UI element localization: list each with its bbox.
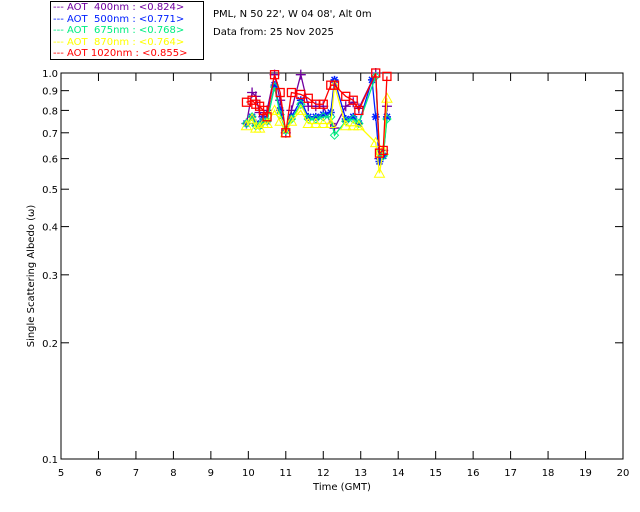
data-point — [285, 115, 298, 126]
y-tick-label: 0.1 — [42, 455, 58, 466]
x-tick-label: 9 — [208, 468, 214, 479]
y-tick-label: 0.5 — [42, 185, 58, 196]
x-tick-label: 6 — [95, 468, 101, 479]
legend-entry: --- AOT 500nm : <0.771> — [53, 13, 185, 25]
data-point — [373, 167, 386, 178]
data-point — [329, 80, 340, 90]
location-text: PML, N 50 22', W 04 08', Alt 0m — [213, 9, 372, 20]
data-point — [339, 119, 352, 131]
data-point — [268, 104, 281, 115]
y-tick-label: 0.7 — [42, 129, 58, 140]
y-tick-label: 0.2 — [42, 339, 58, 350]
data-point — [281, 128, 291, 138]
chart-info: PML, N 50 22', W 04 08', Alt 0m Data fro… — [213, 6, 372, 42]
data-point — [382, 112, 391, 121]
data-point — [347, 119, 360, 131]
x-tick-label: 7 — [133, 468, 139, 479]
y-axis-label: Single Scattering Albedo (ω) — [26, 205, 37, 348]
legend-entry: --- AOT 675nm : <0.768> — [53, 25, 185, 37]
data-point — [262, 112, 272, 122]
series-line — [246, 72, 388, 155]
data-point — [324, 117, 337, 128]
data-point — [240, 119, 253, 131]
data-point — [371, 68, 381, 78]
data-point — [269, 82, 280, 92]
data-point — [353, 119, 365, 131]
data-point — [269, 70, 280, 80]
y-tick-label: 0.6 — [42, 155, 58, 166]
data-point — [296, 99, 306, 109]
date-text: Data from: 25 Nov 2025 — [213, 27, 334, 38]
data-point — [309, 117, 322, 128]
x-tick-label: 19 — [579, 468, 592, 479]
x-tick-label: 8 — [170, 468, 176, 479]
legend-entry: --- AOT 870nm : <0.764> — [53, 36, 185, 48]
data-point — [378, 145, 388, 156]
x-tick-label: 17 — [504, 468, 517, 479]
data-point — [369, 136, 382, 148]
data-point — [295, 69, 306, 80]
data-point — [319, 110, 328, 119]
legend-entry: --- AOT 1020nm : <0.855> — [53, 48, 188, 60]
x-tick-label: 14 — [392, 468, 405, 479]
data-point — [318, 112, 328, 122]
data-point — [247, 112, 257, 122]
data-point — [302, 117, 315, 128]
y-tick-label: 0.8 — [42, 106, 58, 117]
data-point — [354, 105, 364, 116]
plot-frame — [60, 72, 624, 460]
data-point — [375, 157, 384, 166]
x-tick-label: 20 — [617, 468, 630, 479]
x-tick-label: 15 — [429, 468, 442, 479]
x-tick-label: 18 — [542, 468, 555, 479]
series-line — [245, 84, 388, 174]
data-point — [275, 87, 285, 98]
data-point — [329, 130, 340, 140]
x-tick-label: 5 — [58, 468, 64, 479]
legend: --- AOT 400nm : <0.824> --- AOT 500nm : <… — [50, 1, 204, 60]
x-tick-label: 16 — [467, 468, 480, 479]
data-point — [382, 71, 392, 82]
y-tick-label: 1.0 — [42, 69, 58, 80]
y-tick-label: 0.9 — [42, 87, 58, 98]
y-tick-label: 0.3 — [42, 271, 58, 282]
data-point — [348, 95, 358, 105]
data-point — [341, 115, 350, 124]
data-point — [311, 112, 320, 121]
data-point — [241, 97, 252, 107]
data-point — [261, 117, 273, 128]
data-point — [349, 112, 358, 121]
legend-entry: --- AOT 400nm : <0.824> — [53, 2, 185, 13]
x-tick-label: 10 — [242, 468, 255, 479]
data-point — [270, 81, 279, 90]
data-point — [348, 114, 358, 124]
data-point — [318, 99, 328, 109]
data-point — [348, 97, 359, 108]
data-point — [246, 112, 258, 124]
data-point — [294, 104, 307, 115]
data-point — [303, 93, 313, 103]
data-point — [304, 112, 313, 121]
y-tick-label: 0.4 — [42, 223, 58, 234]
data-point — [317, 117, 330, 128]
data-point — [381, 92, 393, 103]
data-point — [371, 112, 380, 121]
data-point — [274, 115, 287, 126]
x-tick-label: 13 — [354, 468, 367, 479]
x-axis-label: Time (GMT) — [312, 482, 371, 493]
data-point — [286, 87, 297, 98]
x-tick-label: 12 — [317, 468, 330, 479]
data-point — [354, 118, 364, 129]
x-tick-label: 11 — [279, 468, 292, 479]
